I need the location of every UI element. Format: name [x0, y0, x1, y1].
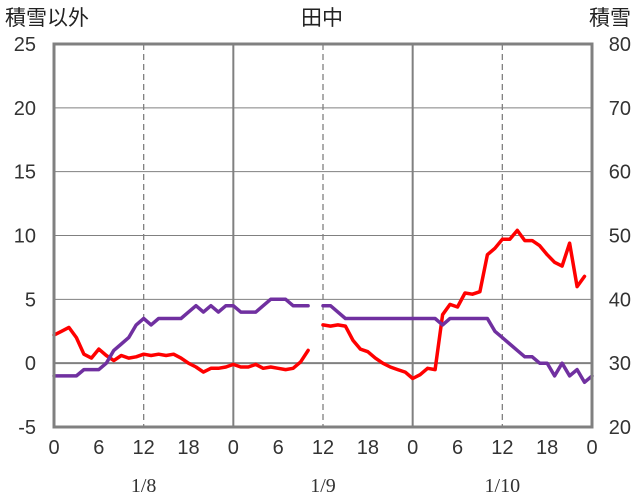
right-tick-label: 40: [609, 289, 631, 311]
right-tick-label: 30: [609, 353, 631, 375]
series-1-line: [321, 228, 587, 381]
date-label: 1/9: [310, 475, 336, 497]
left-tick-label: 15: [14, 162, 36, 184]
series-2-line: [321, 303, 594, 385]
x-tick-label: 6: [273, 437, 284, 459]
left-tick-label: 5: [25, 289, 36, 311]
date-label: 1/8: [131, 475, 157, 497]
left-tick-label: -5: [18, 417, 36, 439]
x-tick-label: 18: [177, 437, 199, 459]
left-tick-label: 10: [14, 226, 36, 248]
left-axis-title: 積雪以外: [5, 6, 89, 30]
grid-layer: [54, 44, 592, 427]
x-tick-label: 0: [586, 437, 597, 459]
right-tick-label: 20: [609, 417, 631, 439]
series-2-line: [52, 297, 310, 378]
left-tick-label: 25: [14, 34, 36, 56]
x-tick-label: 12: [312, 437, 334, 459]
x-tick-label: 12: [133, 437, 155, 459]
date-label: 1/10: [485, 475, 521, 497]
series-layer: [52, 228, 594, 385]
left-tick-label: 0: [25, 353, 36, 375]
right-axis-title: 積雪: [589, 6, 631, 30]
x-tick-label: 0: [407, 437, 418, 459]
right-tick-label: 80: [609, 34, 631, 56]
x-tick-label: 6: [93, 437, 104, 459]
x-tick-label: 6: [452, 437, 463, 459]
x-tick-label: 12: [491, 437, 513, 459]
x-tick-label: 18: [357, 437, 379, 459]
series-1-line: [52, 325, 310, 374]
x-tick-label: 0: [48, 437, 59, 459]
right-tick-label: 60: [609, 162, 631, 184]
plot-frame: [52, 42, 594, 429]
x-tick-label: 18: [536, 437, 558, 459]
x-tick-label: 0: [228, 437, 239, 459]
right-tick-label: 50: [609, 226, 631, 248]
right-tick-label: 70: [609, 98, 631, 120]
chart-title: 田中: [301, 6, 343, 30]
left-tick-label: 20: [14, 98, 36, 120]
